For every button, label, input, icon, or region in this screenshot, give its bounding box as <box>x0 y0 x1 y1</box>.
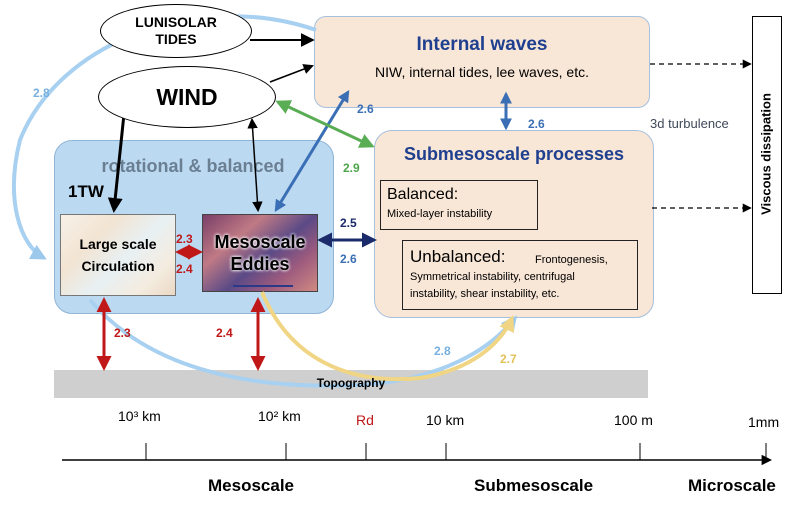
regime-submesoscale: Submesoscale <box>474 476 594 495</box>
unbalanced-box <box>402 240 638 310</box>
unbalanced-line-2: Symmetrical instability, centrifugal <box>410 271 575 283</box>
internal-waves-title: Internal waves <box>416 34 548 55</box>
regime-mesoscale: Mesoscale <box>208 476 294 495</box>
balanced-subtitle: Mixed-layer instability <box>387 208 493 220</box>
unbalanced-title: Unbalanced: <box>410 247 506 266</box>
tick-label-1000km: 10³ km <box>118 408 161 424</box>
label-2-6-iw-sub: 2.6 <box>528 117 545 131</box>
wind-to-iw-arrow <box>269 64 314 83</box>
label-2-8-topo: 2.8 <box>434 344 451 358</box>
colorbar-icon <box>233 285 293 287</box>
label-2-3-topo: 2.3 <box>114 326 131 340</box>
balanced-title: Balanced: <box>387 186 459 203</box>
tick-label-100km: 10² km <box>258 408 301 424</box>
label-2-3-large-meso: 2.3 <box>176 232 193 246</box>
tick-label-100m: 100 m <box>614 412 653 428</box>
unbalanced-line-3: instability, shear instability, etc. <box>410 288 560 300</box>
label-2-7-topo: 2.7 <box>500 352 517 366</box>
label-2-6-iw-meso: 2.6 <box>357 102 374 116</box>
topography-label: Topography <box>316 376 386 390</box>
regime-microscale: Microscale <box>688 476 776 495</box>
label-2-4-large-meso: 2.4 <box>176 262 193 276</box>
label-2-8-wind: 2.8 <box>33 86 50 100</box>
meso-iw-arrow <box>274 89 350 213</box>
one-tw-label: 1TW <box>68 182 104 201</box>
mesoscale-eddies-label: Mesoscale Eddies <box>214 232 306 274</box>
turbulence-label: 3d turbulence <box>650 116 729 131</box>
wind-sub-arrow <box>275 100 375 148</box>
topography-yellow-curve <box>260 291 515 382</box>
viscous-dissipation-box <box>752 16 782 294</box>
wind-node: WIND <box>98 66 276 128</box>
large-scale-circulation-map: Large scale Circulation <box>60 214 176 296</box>
tick-label-1mm: 1mm <box>748 414 780 430</box>
tick-label-rd: Rd <box>356 412 374 428</box>
tick-label-10km: 10 km <box>426 412 465 428</box>
label-2-5: 2.5 <box>340 216 357 230</box>
label-2-4-topo: 2.4 <box>216 326 233 340</box>
topography-blue-curve <box>88 298 517 388</box>
mesoscale-eddies-map: Mesoscale Eddies <box>202 214 318 292</box>
unbalanced-line-1: Frontogenesis, <box>535 254 608 266</box>
internal-waves-subtitle: NIW, internal tides, lee waves, etc. <box>375 64 589 80</box>
label-2-9: 2.9 <box>343 161 360 175</box>
label-2-6-meso-sub: 2.6 <box>340 252 357 266</box>
lunisolar-tides-node: LUNISOLAR TIDES <box>100 4 252 58</box>
wind-to-large-arrow <box>107 113 126 213</box>
balanced-box <box>380 180 538 230</box>
large-scale-circulation-label: Large scale Circulation <box>79 236 157 274</box>
internal-waves-box <box>314 16 650 108</box>
wind-meso-arrow <box>247 117 263 213</box>
rotational-balanced-title: rotational & balanced <box>101 156 285 176</box>
submesoscale-title: Submesoscale processes <box>403 144 625 164</box>
